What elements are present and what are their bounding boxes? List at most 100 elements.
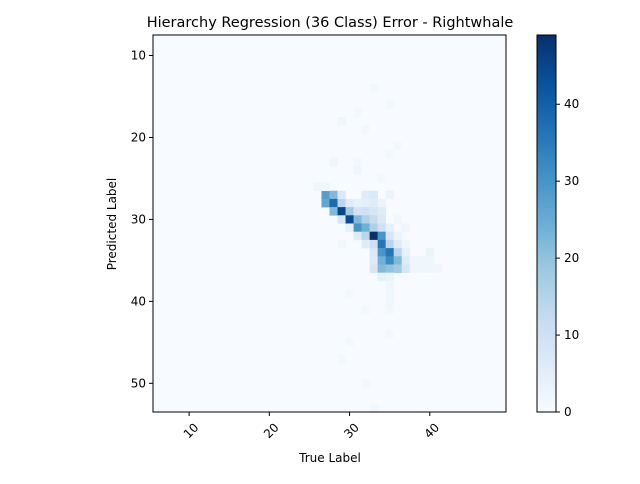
heatmap-cell: [369, 239, 378, 249]
heatmap-cell: [369, 84, 378, 93]
heatmap-cell: [433, 264, 443, 273]
heatmap-cell: [393, 231, 403, 241]
heatmap-cell: [337, 207, 346, 216]
heatmap-cell: [361, 207, 370, 216]
heatmap-cell: [321, 182, 330, 192]
y-axis-label: Predicted Label: [105, 178, 119, 271]
heatmap-cell: [361, 231, 370, 241]
x-tick-label: 40: [421, 420, 442, 441]
heatmap-cell: [425, 256, 435, 265]
x-tick-label: 10: [181, 420, 202, 441]
heatmap-cell: [377, 207, 386, 216]
heatmap-cell: [361, 239, 370, 249]
heatmap-cell: [385, 100, 394, 110]
heatmap-cell: [401, 239, 411, 249]
heatmap-cell: [353, 157, 362, 167]
heatmap-cell: [385, 149, 394, 159]
heatmap-cell: [401, 256, 411, 265]
heatmap-cell: [353, 198, 362, 208]
colorbar-gradient: [536, 34, 557, 413]
heatmap-cell: [345, 289, 354, 298]
heatmap-cell: [345, 207, 354, 216]
heatmap-cell: [385, 231, 394, 241]
heatmap-cell: [369, 256, 378, 265]
heatmap-cell: [425, 264, 435, 273]
heatmap-cell: [385, 264, 394, 273]
heatmap-cell: [369, 248, 378, 257]
heatmap-cell: [377, 198, 386, 208]
heatmap-cell: [321, 198, 330, 208]
plot-frame: [152, 34, 507, 413]
y-tick-label: 40: [131, 294, 146, 308]
heatmap-cell: [417, 256, 427, 265]
colorbar-ticks: 0 10 20 30 40: [556, 97, 579, 419]
heatmap-cell: [345, 215, 354, 224]
heatmap-cell: [417, 264, 427, 273]
heatmap-cell: [385, 289, 394, 298]
heatmap-cells: [313, 84, 443, 413]
heatmap-cell: [345, 223, 354, 232]
heatmap-cell: [353, 231, 362, 241]
heatmap-cell: [329, 198, 338, 208]
heatmap-cell: [385, 256, 394, 265]
heatmap-cell: [385, 305, 394, 314]
heatmap-cell: [409, 264, 419, 273]
heatmap-cell: [401, 223, 411, 232]
heatmap-cell: [377, 239, 386, 249]
plot-background: [153, 35, 506, 412]
colorbar-tick-label: 10: [564, 328, 579, 342]
x-tick-label: 20: [261, 420, 282, 441]
x-axis-label: True Label: [298, 451, 361, 465]
heatmap-cell: [353, 207, 362, 216]
heatmap-cell: [385, 272, 394, 282]
heatmap-cell: [385, 190, 394, 200]
y-tick-label: 50: [131, 376, 146, 390]
heatmap-cell: [401, 248, 411, 257]
heatmap-cell: [329, 157, 338, 167]
heatmap-cell: [369, 264, 378, 273]
heatmap-cell: [385, 297, 394, 306]
heatmap-cell: [425, 248, 435, 257]
heatmap-cell: [361, 198, 370, 208]
heatmap-cell: [369, 207, 378, 216]
heatmap-cell: [377, 174, 386, 183]
heatmap-cell: [321, 190, 330, 200]
y-tick-label: 20: [131, 130, 146, 144]
x-axis: 10 20 30 40: [181, 412, 442, 441]
heatmap-cell: [377, 264, 386, 273]
heatmap-cell: [393, 256, 403, 265]
heatmap-cell: [393, 215, 403, 224]
heatmap-cell: [361, 379, 370, 388]
heatmap-cell: [369, 231, 378, 241]
heatmap-cell: [369, 223, 378, 232]
heatmap-cell: [409, 256, 419, 265]
x-tick-label: 30: [341, 420, 362, 441]
heatmap-cell: [361, 223, 370, 232]
heatmap-cell: [377, 223, 386, 232]
heatmap-cell: [377, 231, 386, 241]
plot-area: [152, 34, 507, 413]
heatmap-cell: [393, 239, 403, 249]
heatmap-cell: [337, 198, 346, 208]
colorbar-tick-label: 20: [564, 251, 579, 265]
heatmap-cell: [393, 248, 403, 257]
heatmap-cell: [329, 190, 338, 200]
colorbar: 0 10 20 30 40: [536, 34, 579, 419]
y-tick-label: 10: [131, 48, 146, 62]
heatmap-cell: [313, 182, 322, 192]
heatmap-cell: [353, 108, 362, 118]
heatmap-cell: [337, 239, 346, 249]
heatmap-cell: [361, 215, 370, 224]
heatmap-cell: [361, 190, 370, 200]
heatmap-cell: [377, 215, 386, 224]
heatmap-cell: [377, 256, 386, 265]
heatmap-cell: [345, 198, 354, 208]
heatmap-cell: [361, 125, 370, 134]
heatmap-cell: [337, 190, 346, 200]
heatmap-cell: [353, 223, 362, 232]
heatmap-cell: [377, 248, 386, 257]
y-tick-label: 30: [131, 212, 146, 226]
heatmap-cell: [385, 223, 394, 232]
heatmap-cell: [369, 215, 378, 224]
